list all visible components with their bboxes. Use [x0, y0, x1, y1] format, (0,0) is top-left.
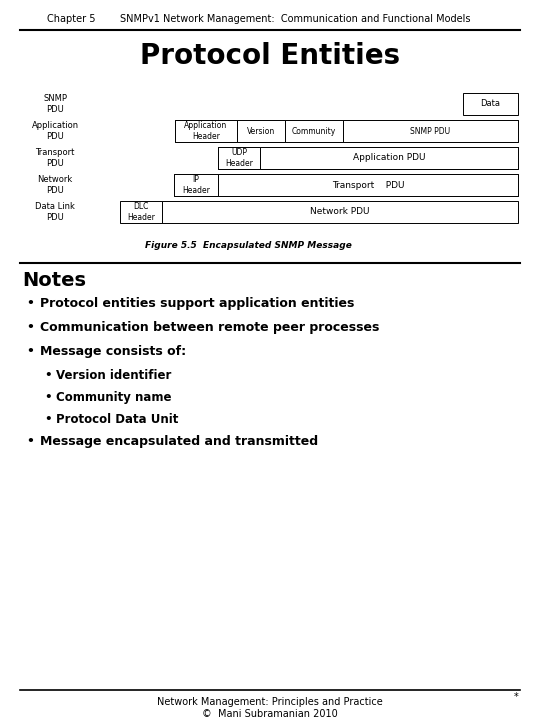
Text: Protocol entities support application entities: Protocol entities support application en… [40, 297, 354, 310]
Text: Community: Community [292, 127, 336, 135]
Bar [120, 201, 162, 223]
Bar [218, 147, 518, 169]
Text: •: • [26, 435, 34, 448]
Bar [175, 120, 237, 142]
Text: Chapter 5: Chapter 5 [47, 14, 96, 24]
Text: Notes: Notes [22, 271, 86, 290]
Text: Version: Version [247, 127, 275, 135]
Text: IP
Header: IP Header [182, 175, 210, 194]
Text: Network
PDU: Network PDU [37, 175, 72, 194]
Bar [463, 93, 518, 115]
Text: ©  Mani Subramanian 2010: © Mani Subramanian 2010 [202, 709, 338, 719]
Text: SNMP
PDU: SNMP PDU [43, 94, 67, 114]
Bar [175, 120, 518, 142]
Text: Message consists of:: Message consists of: [40, 345, 186, 358]
Text: DLC
Header: DLC Header [127, 202, 155, 222]
Bar [343, 120, 518, 142]
Text: Message encapsulated and transmitted: Message encapsulated and transmitted [40, 435, 318, 448]
Text: Network PDU: Network PDU [310, 207, 370, 217]
Text: SNMPv1 Network Management:  Communication and Functional Models: SNMPv1 Network Management: Communication… [120, 14, 470, 24]
Text: Version identifier: Version identifier [56, 369, 171, 382]
Text: Application PDU: Application PDU [353, 153, 426, 163]
Text: Data: Data [481, 99, 501, 109]
Bar [260, 147, 518, 169]
Text: Transport    PDU: Transport PDU [332, 181, 404, 189]
Bar [285, 120, 343, 142]
Text: Application
PDU: Application PDU [31, 121, 78, 140]
Bar [162, 201, 518, 223]
Bar [237, 120, 285, 142]
Text: Community name: Community name [56, 391, 172, 404]
Text: Application
Header: Application Header [184, 121, 228, 140]
Text: •: • [26, 345, 34, 358]
Text: •: • [44, 391, 52, 404]
Text: •: • [44, 369, 52, 382]
Text: Communication between remote peer processes: Communication between remote peer proces… [40, 321, 380, 334]
Text: Protocol Data Unit: Protocol Data Unit [56, 413, 178, 426]
Text: Transport
PDU: Transport PDU [35, 148, 75, 168]
Bar [218, 147, 260, 169]
Text: •: • [44, 413, 52, 426]
Bar [218, 174, 518, 196]
Text: SNMP PDU: SNMP PDU [410, 127, 450, 135]
Text: Data Link
PDU: Data Link PDU [35, 202, 75, 222]
Text: Figure 5.5  Encapsulated SNMP Message: Figure 5.5 Encapsulated SNMP Message [145, 241, 352, 250]
Text: Protocol Entities: Protocol Entities [140, 42, 400, 70]
Text: •: • [26, 297, 34, 310]
Text: Network Management: Principles and Practice: Network Management: Principles and Pract… [157, 697, 383, 707]
Text: UDP
Header: UDP Header [225, 148, 253, 168]
Bar [174, 174, 518, 196]
Text: *: * [513, 692, 518, 702]
Text: •: • [26, 321, 34, 334]
Bar [174, 174, 218, 196]
